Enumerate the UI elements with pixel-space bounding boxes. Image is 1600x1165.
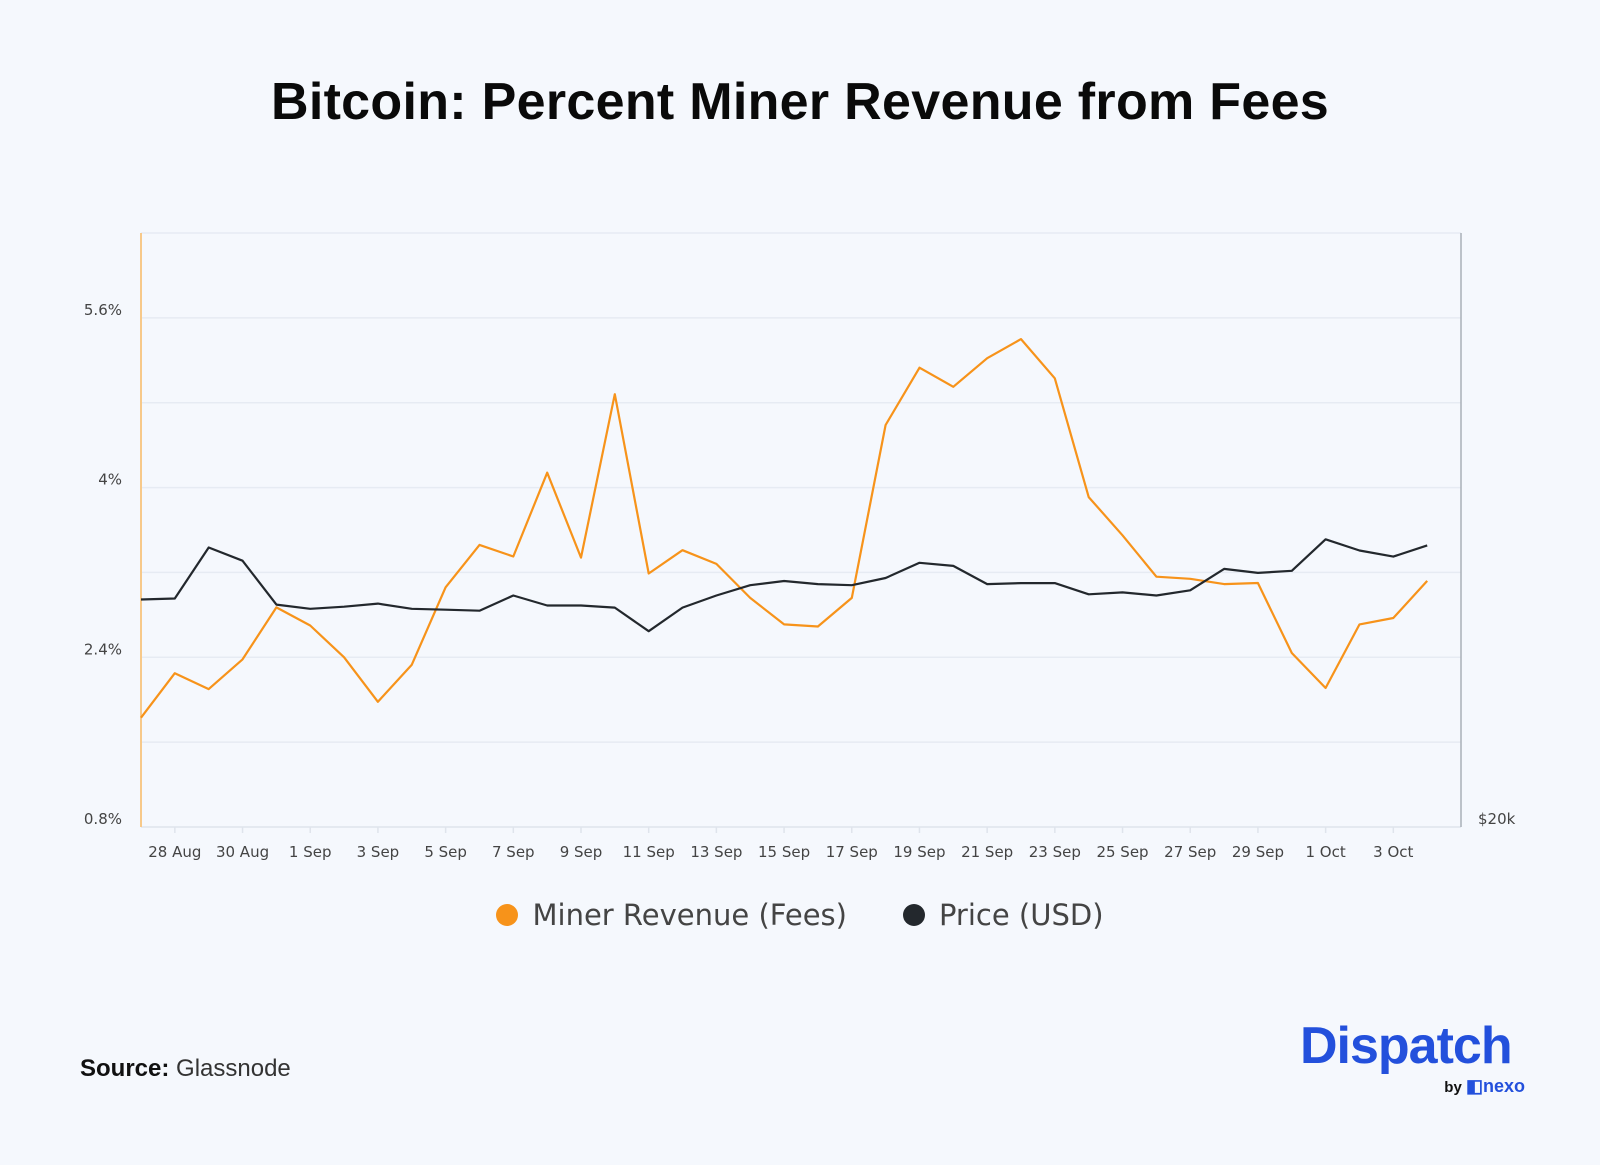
source-note: Source: Glassnode <box>80 1055 291 1083</box>
nexo-logo-icon: ◧ <box>1465 1076 1483 1096</box>
x-tick-label: 7 Sep <box>492 843 535 861</box>
y-tick-label-right: $20k <box>1478 810 1516 828</box>
x-tick-label: 28 Aug <box>148 843 201 861</box>
series-line-fees <box>140 338 1429 719</box>
x-tick-label: 1 Sep <box>289 843 332 861</box>
chart-title: Bitcoin: Percent Miner Revenue from Fees <box>270 73 1330 131</box>
legend-label: Price (USD) <box>938 898 1104 932</box>
legend-swatch-fees <box>496 904 519 926</box>
x-tick-label: 3 Oct <box>1373 843 1413 861</box>
logo-partner: nexo <box>1482 1076 1525 1096</box>
y-tick-label-left: 0.8% <box>84 810 122 828</box>
legend-item-price[interactable]: Price (USD) <box>902 898 1104 932</box>
source-value: Glassnode <box>176 1055 291 1082</box>
x-tick-label: 19 Sep <box>893 843 945 861</box>
x-tick-label: 13 Sep <box>690 843 742 861</box>
x-tick-label: 3 Sep <box>357 843 400 861</box>
legend-label: Miner Revenue (Fees) <box>532 898 847 932</box>
legend-swatch-price <box>902 904 925 926</box>
x-tick-label: 21 Sep <box>961 843 1013 861</box>
x-tick-label: 1 Oct <box>1305 843 1345 861</box>
legend-item-fees[interactable]: Miner Revenue (Fees) <box>496 898 847 932</box>
x-tick-label: 23 Sep <box>1029 843 1081 861</box>
x-tick-label: 15 Sep <box>758 843 810 861</box>
logo-wordmark: Dispatch <box>1300 1017 1513 1075</box>
source-label: Source: <box>80 1055 170 1082</box>
x-tick-label: 29 Sep <box>1232 843 1284 861</box>
x-tick-label: 27 Sep <box>1164 843 1216 861</box>
dispatch-logo: Dispatch by ◧nexo <box>1300 1020 1525 1097</box>
y-tick-label-left: 5.6% <box>84 301 122 319</box>
x-tick-label: 11 Sep <box>623 843 675 861</box>
x-tick-label: 17 Sep <box>826 843 878 861</box>
x-tick-label: 30 Aug <box>216 843 269 861</box>
logo-by: by <box>1444 1079 1462 1096</box>
y-tick-label-left: 4% <box>98 471 122 489</box>
x-tick-label: 25 Sep <box>1096 843 1148 861</box>
y-tick-label-left: 2.4% <box>84 640 122 658</box>
x-tick-label: 5 Sep <box>424 843 467 861</box>
line-chart: 0.8% 2.4% 4% 5.6% $20k 28 Aug 30 Aug 1 Sep 3 Sep… <box>84 232 1516 861</box>
x-tick-label: 9 Sep <box>560 843 603 861</box>
legend: Miner Revenue (Fees) Price (USD) <box>0 898 1600 932</box>
series-line-price <box>140 538 1428 633</box>
